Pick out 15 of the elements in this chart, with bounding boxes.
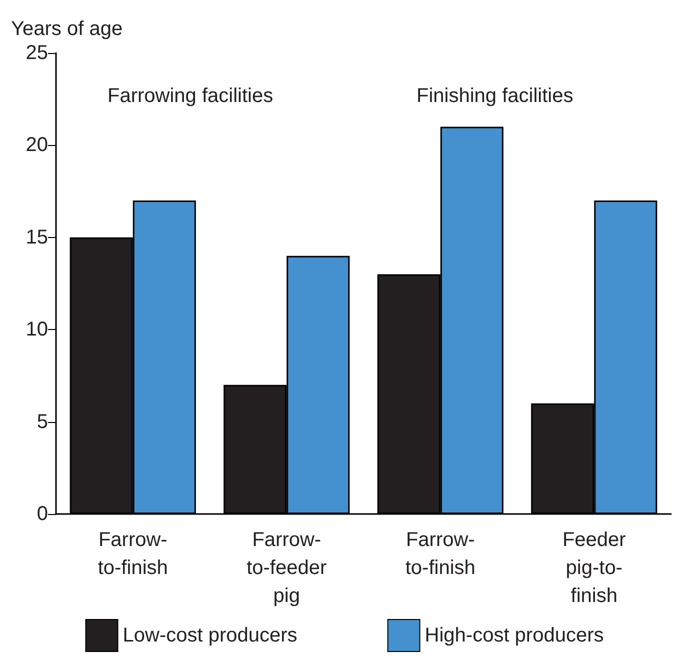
y-tick-label: 25 (26, 42, 48, 64)
x-tick-label: Feeder pig-to- finish (562, 529, 626, 607)
legend-label: High-cost producers (424, 624, 604, 646)
x-tick-label: Farrow- to-feeder pig (246, 529, 327, 607)
x-tick-label: Farrow- to-finish (98, 529, 168, 579)
y-axis-title: Years of age (11, 18, 123, 40)
annotation: Finishing facilities (416, 85, 574, 107)
y-tick-label: 15 (26, 226, 48, 248)
legend-label: Low-cost producers (122, 624, 298, 646)
y-tick-label: 10 (26, 318, 48, 341)
annotation: Farrowing facilities (108, 85, 274, 107)
y-tick-label: 0 (36, 503, 48, 525)
x-tick-label: Farrow- to-finish (405, 529, 476, 579)
y-tick-label: 5 (36, 410, 48, 433)
y-tick-label: 20 (26, 134, 48, 156)
